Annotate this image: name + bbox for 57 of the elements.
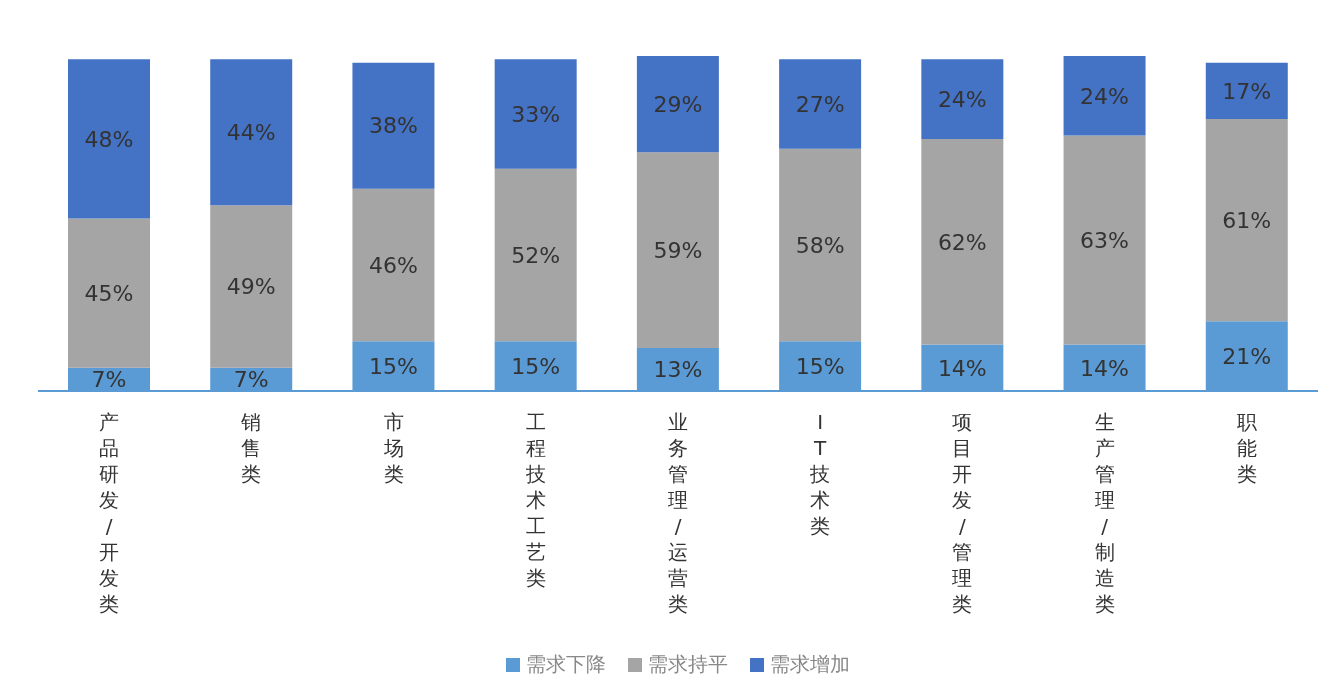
bar	[636, 152, 719, 348]
data-label: 7%	[233, 367, 269, 393]
data-label: 44%	[226, 120, 276, 146]
data-label: 15%	[795, 353, 845, 379]
x-tick-label: 业务管理/运营类	[668, 410, 688, 616]
x-tick-label: 产品研发/开发类	[99, 410, 120, 616]
data-label: 17%	[1222, 78, 1272, 104]
data-label: 45%	[84, 280, 134, 306]
bar	[210, 205, 293, 368]
data-label: 27%	[795, 91, 845, 117]
bar	[210, 59, 293, 206]
x-tick-label: 生产管理/制造类	[1094, 410, 1115, 616]
bar	[1205, 119, 1288, 322]
data-label: 13%	[653, 357, 703, 383]
data-label: 33%	[511, 101, 561, 127]
data-label: 24%	[1080, 83, 1130, 109]
legend-label: 需求下降	[526, 651, 606, 678]
bar	[68, 59, 150, 219]
bar	[352, 62, 435, 189]
bar	[494, 168, 577, 342]
data-label: 15%	[368, 353, 418, 379]
bar	[352, 188, 435, 342]
bar	[68, 218, 150, 368]
data-label: 52%	[511, 242, 561, 268]
x-tick-label: 销售类	[240, 410, 262, 486]
data-label: 59%	[653, 237, 703, 263]
data-label: 15%	[511, 353, 561, 379]
bar	[921, 59, 1004, 139]
data-label: 46%	[368, 252, 418, 278]
data-label: 49%	[226, 274, 276, 300]
bar	[494, 59, 577, 169]
bar	[636, 56, 719, 153]
data-label: 58%	[795, 232, 845, 258]
data-label: 38%	[368, 113, 418, 139]
x-tick-label: IT技术类	[809, 410, 831, 538]
bar	[1063, 56, 1146, 136]
data-label: 63%	[1080, 227, 1130, 253]
bar	[779, 148, 862, 342]
bar	[1063, 135, 1146, 345]
legend-label: 需求持平	[648, 651, 728, 678]
legend-label: 需求增加	[770, 651, 850, 678]
data-label: 14%	[937, 355, 987, 381]
data-label: 14%	[1080, 355, 1130, 381]
x-tick-label: 工程技术工艺类	[524, 410, 546, 590]
data-label: 29%	[653, 91, 703, 117]
x-tick-label: 市场类	[382, 410, 404, 486]
data-label: 48%	[84, 126, 134, 152]
bar	[779, 59, 862, 149]
x-tick-label: 项目开发/管理类	[952, 410, 973, 616]
data-label: 21%	[1222, 343, 1272, 369]
data-label: 7%	[91, 367, 127, 393]
data-label: 61%	[1222, 207, 1272, 233]
x-tick-label: 职能类	[1236, 410, 1257, 486]
data-label: 24%	[937, 86, 987, 112]
data-label: 62%	[937, 229, 987, 255]
bar	[1205, 62, 1288, 120]
bar	[921, 138, 1004, 345]
